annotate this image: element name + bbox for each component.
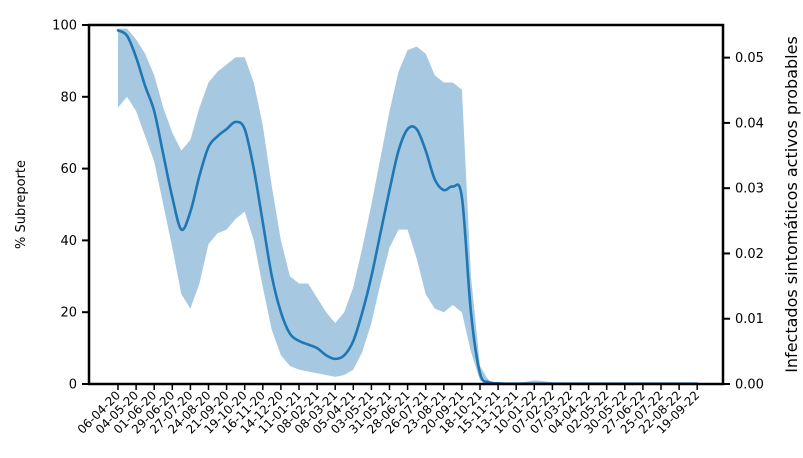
y-tick-label-left: 0 xyxy=(69,378,77,393)
y-tick-label-left: 40 xyxy=(60,234,77,249)
y-tick-label-right: 0.03 xyxy=(735,182,764,197)
y-tick-label-right: 0.01 xyxy=(735,312,764,327)
y-tick-label-right: 0.02 xyxy=(735,247,764,262)
plot-frame xyxy=(87,23,725,386)
y-tick-label-left: 60 xyxy=(60,162,77,177)
y-tick-label-left: 80 xyxy=(60,90,77,105)
y-axis-left: 0 20 40 60 80 100 xyxy=(52,19,89,393)
y-tick-label-right: 0.04 xyxy=(735,116,764,131)
y-axis-title-left: % Subreporte xyxy=(14,160,29,249)
x-axis: 06-04-2004-05-2001-06-2029-06-2027-07-20… xyxy=(75,384,702,437)
y-tick-label-right: 0.05 xyxy=(735,51,764,66)
y-axis-title-right: Infectados sintomáticos activos probable… xyxy=(782,36,801,373)
confidence-band xyxy=(118,28,698,385)
y-tick-label-left: 100 xyxy=(52,19,77,34)
confidence-band-group xyxy=(118,28,698,385)
y-tick-label-right: 0.00 xyxy=(735,378,764,393)
y-axis-right: 0.00 0.01 0.02 0.03 0.04 0.05 xyxy=(723,51,764,393)
y-tick-label-left: 20 xyxy=(60,306,77,321)
